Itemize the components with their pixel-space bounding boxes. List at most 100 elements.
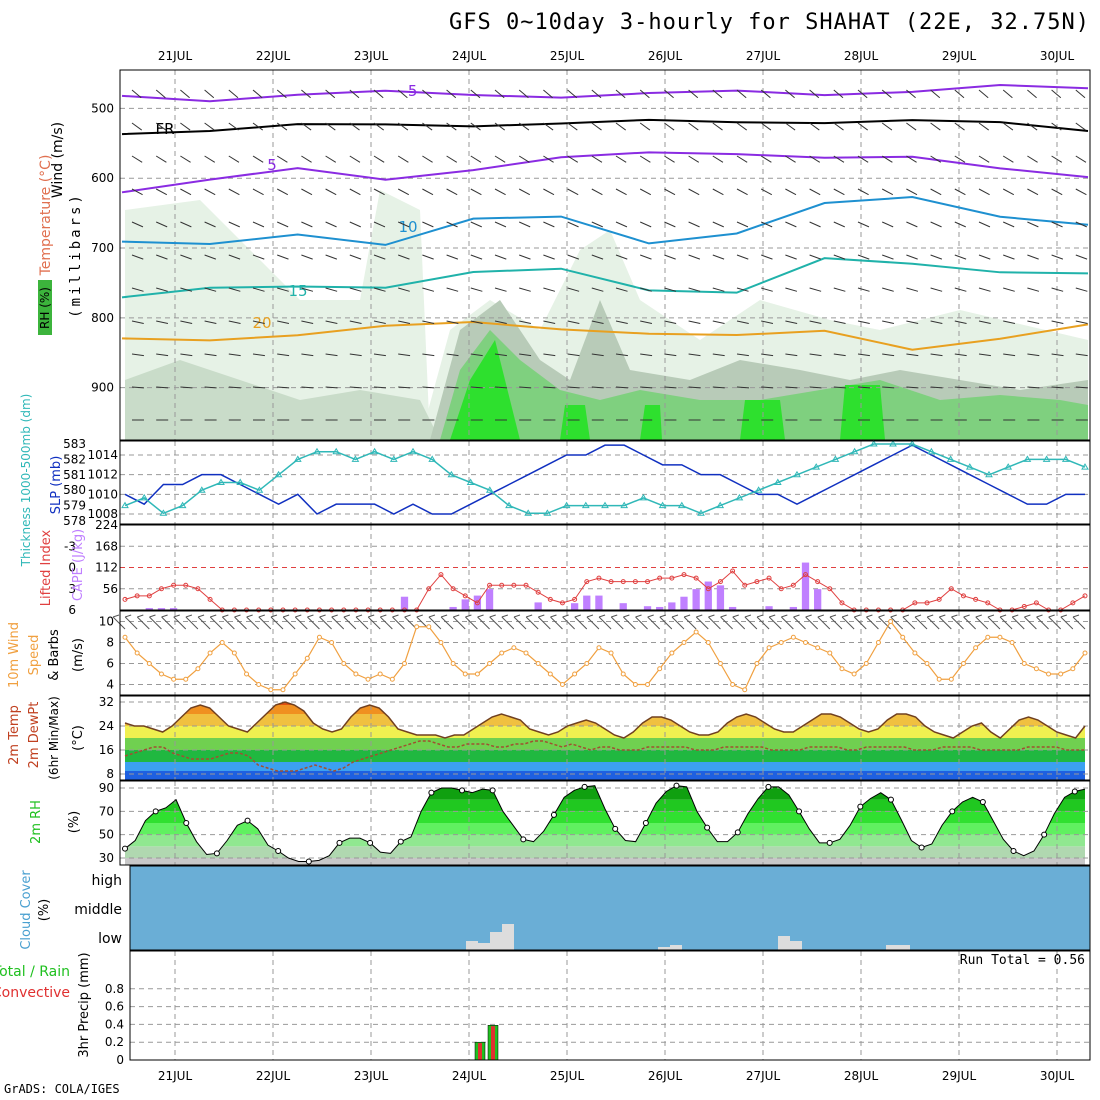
ytick-thick-4: 582 [63, 452, 86, 466]
ylabel-rh2m: 2m RH [29, 800, 44, 844]
thick-marker-11 [332, 447, 341, 455]
cape-bar-34 [534, 602, 542, 610]
ytick-li-0: -3 [64, 539, 76, 553]
cape-bar-57 [814, 589, 822, 610]
li-marker-78 [1070, 600, 1076, 606]
thick-marker-15 [409, 447, 417, 455]
series-wind-speed [124, 620, 1086, 691]
wind-marker-59 [839, 666, 845, 672]
panel-frame-li [119, 524, 1091, 611]
cape-bar-55 [789, 606, 797, 610]
ytick-thick-0: 578 [63, 514, 86, 528]
rh-marker-66 [796, 808, 803, 815]
cape-bar-3 [157, 608, 166, 610]
cloud-low-bar-28 [466, 941, 478, 950]
rh-marker-18 [305, 858, 312, 865]
thick-marker-0 [121, 501, 129, 509]
rh-blob-8 [640, 405, 662, 440]
li-marker-3 [158, 586, 164, 592]
cloud-low-bar-63 [886, 945, 898, 950]
wind-marker-73 [1009, 640, 1015, 645]
cape-bar-50 [728, 606, 737, 610]
thick-marker-13 [370, 447, 379, 455]
li-marker-74 [1021, 603, 1027, 609]
wind-marker-0 [122, 634, 128, 640]
thick-marker-31 [716, 501, 725, 509]
wind-marker-43 [645, 682, 651, 687]
cape-bar-44 [656, 606, 664, 610]
cape-bar-49 [716, 585, 725, 610]
convective-bar-0 [478, 1043, 482, 1060]
wind-marker-69 [960, 661, 966, 666]
wind-marker-2 [146, 661, 152, 666]
wind-marker-33 [523, 650, 529, 656]
wind-marker-10 [244, 671, 250, 677]
wind-marker-77 [1058, 671, 1064, 677]
ytick-ua-0: 500 [91, 101, 114, 115]
rh-marker-12 [244, 817, 251, 824]
thick-marker-44 [965, 463, 974, 470]
date-label-top-6: 27JUL [746, 49, 781, 63]
series-thickness [124, 443, 1086, 515]
cape-bar-56 [801, 562, 810, 610]
thick-marker-32 [735, 493, 744, 501]
thick-marker-45 [985, 470, 993, 478]
contour-0 [121, 84, 1089, 103]
thick-marker-18 [466, 478, 475, 485]
thick-marker-6 [236, 478, 245, 485]
li-marker-68 [948, 586, 954, 592]
li-marker-30 [487, 582, 493, 588]
thick-marker-50 [1081, 463, 1089, 470]
wind-marker-65 [912, 650, 918, 656]
ylabel-temperature: Temperature (°C) [38, 155, 54, 277]
wind-marker-27 [450, 661, 456, 666]
cape-bar-38 [583, 595, 591, 610]
wind-marker-74 [1021, 661, 1027, 666]
wind-marker-55 [790, 634, 796, 640]
li-marker-41 [620, 579, 626, 585]
li-marker-31 [499, 582, 505, 588]
wind-marker-76 [1046, 671, 1052, 677]
li-marker-69 [960, 593, 966, 599]
wind-marker-9 [231, 650, 237, 656]
cape-bar-47 [692, 589, 700, 610]
date-label-top-5: 26JUL [648, 49, 683, 63]
li-marker-66 [924, 600, 930, 606]
li-marker-54 [778, 586, 784, 592]
thick-marker-35 [793, 470, 801, 478]
wind-marker-15 [304, 655, 310, 661]
ylabel-precip: 3hr Precip (mm) [77, 952, 92, 1057]
temp-band-5 [125, 714, 1085, 726]
wind-marker-75 [1033, 666, 1039, 672]
wind-marker-48 [705, 640, 711, 645]
ytick-cloud-2: low [98, 931, 122, 947]
thick-marker-16 [428, 455, 437, 462]
contour-label-3: 10 [398, 218, 417, 236]
thick-marker-2 [159, 509, 168, 516]
li-marker-71 [985, 600, 991, 606]
rh-legend-box [38, 280, 52, 335]
wind-marker-64 [900, 634, 906, 640]
upper-wind-barbs [131, 89, 1088, 421]
wind-marker-53 [766, 645, 772, 651]
wind-marker-17 [329, 640, 335, 645]
cape-bar-23 [400, 596, 409, 610]
wind-marker-13 [280, 687, 286, 693]
ylabel-temp-b: 2m DewPt [27, 702, 42, 769]
li-marker-36 [559, 600, 565, 606]
wind-marker-1 [134, 650, 140, 656]
li-marker-0 [122, 596, 128, 602]
rh-marker-87 [1010, 848, 1017, 854]
contour-label-0: -5 [403, 82, 418, 100]
rh-marker-0 [122, 845, 128, 852]
cape-bar-30 [485, 589, 494, 610]
wind-marker-38 [584, 661, 590, 666]
thick-marker-14 [389, 455, 398, 462]
ytick-temp-1: 16 [99, 743, 114, 757]
li-marker-59 [839, 600, 845, 606]
wind-marker-12 [268, 687, 274, 693]
ylabel-wind: Wind (m/s) [50, 122, 66, 198]
li-marker-37 [572, 596, 578, 602]
rh-marker-54 [673, 782, 680, 789]
rh-marker-93 [1071, 788, 1078, 795]
